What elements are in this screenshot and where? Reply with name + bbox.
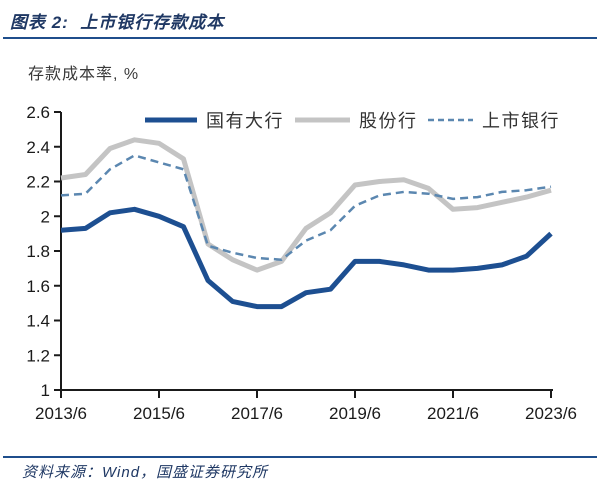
title-divider bbox=[3, 37, 597, 39]
chart-area: 2.6 2.4 2.2 2 1.8 1.6 1.4 1.2 1 2013/6 2015/6 2017/… bbox=[0, 95, 600, 430]
legend-label: 上市银行 bbox=[482, 111, 560, 131]
y-tick-label: 1 bbox=[41, 381, 50, 400]
line-listed-banks bbox=[60, 154, 552, 261]
line-joint-stock-banks bbox=[60, 137, 552, 273]
y-tick-label: 2.6 bbox=[26, 103, 50, 122]
legend-item-state-owned-big-banks: 国有大行 bbox=[145, 111, 284, 131]
x-tick-label: 2023/6 bbox=[525, 404, 577, 423]
legend-item-listed-banks: 上市银行 bbox=[428, 111, 560, 131]
figure-title: 图表 2: 上市银行存款成本 bbox=[10, 13, 225, 32]
x-tick-label: 2017/6 bbox=[231, 404, 283, 423]
y-tick-label: 1.6 bbox=[26, 277, 50, 296]
legend-label: 股份行 bbox=[359, 111, 418, 131]
axes bbox=[60, 112, 553, 391]
y-tick-label: 2.4 bbox=[26, 138, 50, 157]
x-tick-label: 2013/6 bbox=[35, 404, 87, 423]
y-tick-label: 1.4 bbox=[26, 312, 50, 331]
deposit-cost-chart: 2.6 2.4 2.2 2 1.8 1.6 1.4 1.2 1 2013/6 2015/6 2017/… bbox=[26, 103, 577, 423]
y-tick-label: 1.2 bbox=[26, 346, 50, 365]
source-note: 资料来源：Wind，国盛证券研究所 bbox=[22, 464, 269, 481]
x-tick-label: 2015/6 bbox=[133, 404, 185, 423]
line-state-owned-big-banks bbox=[60, 206, 553, 310]
x-tick-label: 2019/6 bbox=[329, 404, 381, 423]
legend-label: 国有大行 bbox=[206, 111, 284, 131]
footer-divider bbox=[3, 456, 597, 458]
y-tick-label: 2 bbox=[41, 207, 50, 226]
legend-item-joint-stock-banks: 股份行 bbox=[295, 111, 418, 131]
x-tick-label: 2021/6 bbox=[427, 404, 479, 423]
y-axis-label: 存款成本率, % bbox=[28, 66, 140, 83]
y-tick-label: 2.2 bbox=[26, 173, 50, 192]
y-tick-label: 1.8 bbox=[26, 242, 50, 261]
